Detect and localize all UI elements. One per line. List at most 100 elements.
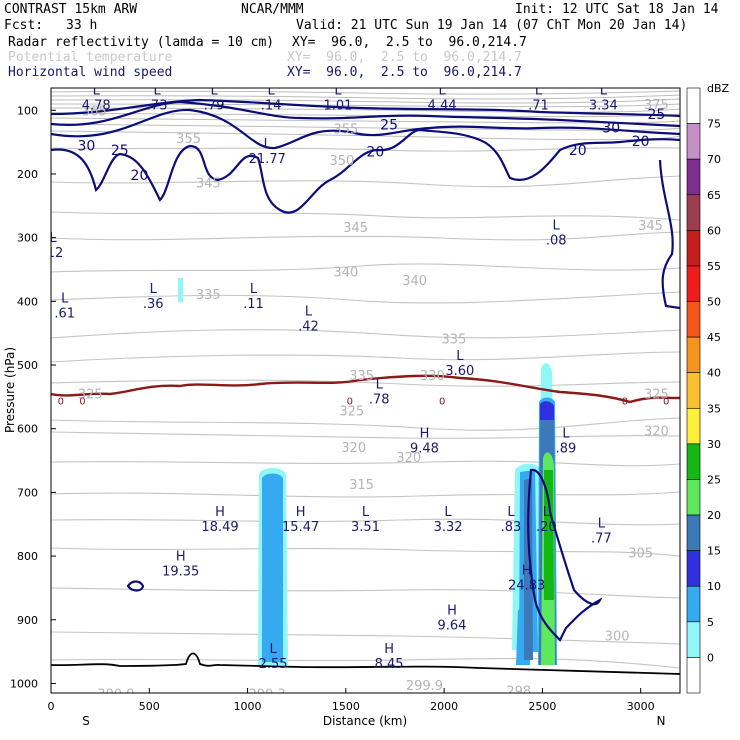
theta-label: 345: [196, 177, 221, 192]
theta-label: 320: [644, 424, 669, 439]
theta-label: 375: [644, 98, 669, 113]
freezing-level-label: 0: [347, 397, 353, 408]
freezing-level-label: 0: [79, 397, 85, 408]
colorbar-level: 50: [707, 296, 721, 309]
y-tick-label: 500: [17, 359, 38, 372]
wind-speed-label: 20: [569, 143, 587, 159]
freezing-level-label: 0: [622, 397, 628, 408]
extremum-value: .78: [369, 393, 390, 408]
colorbar-cell: [686, 194, 701, 231]
extremum-value: 21.77: [249, 152, 286, 167]
plot-frame: [50, 87, 681, 694]
theta-label: 330: [420, 369, 445, 384]
extremum-type: L: [535, 83, 543, 98]
colorbar-cell: [686, 621, 701, 658]
colorbar-level: 5: [707, 616, 714, 629]
colorbar-cell: [686, 657, 701, 694]
wind-speed-label: 25: [380, 117, 398, 133]
colorbar-level: 65: [707, 189, 721, 202]
extremum-type: L: [376, 378, 384, 393]
plot-fields: 355 355 350 345 345 345 340 340 335 335 335 330 325 3…: [43, 83, 680, 702]
colorbar-level: 75: [707, 118, 721, 131]
contour-labels: 355 355 350 345 345 345 340 340 335 335 335 330 325 3…: [43, 83, 669, 702]
extremum-value: 3.51: [351, 520, 380, 535]
forecast-label: Fcst:: [4, 18, 44, 33]
x-tick-label: 1500: [332, 700, 360, 713]
extremum-type: L: [211, 83, 219, 98]
extremum-type: L: [250, 282, 258, 297]
field3-label: Horizontal wind speed: [8, 65, 173, 80]
extremum-type: L: [444, 505, 452, 520]
extremum-type: L: [598, 516, 606, 531]
theta-label: 325: [339, 405, 364, 420]
extremum-value: .36: [143, 297, 164, 312]
extremum-value: 9.64: [438, 619, 467, 634]
extremum-value: 15.47: [282, 520, 319, 535]
theta-label: 298: [506, 685, 531, 700]
extremum-type: H: [215, 505, 225, 520]
field1-label: Radar reflectivity (lamda = 10 cm): [8, 35, 275, 50]
extremum-value: 4.78: [82, 98, 111, 113]
terrain-line: [51, 652, 680, 675]
extremum-type: L: [543, 505, 551, 520]
field3-xy: XY= 96.0, 2.5 to 96.0,214.7: [287, 65, 522, 80]
theta-label: 315: [349, 478, 374, 493]
extremum-type: L: [456, 349, 464, 364]
wind-speed-label: 25: [111, 143, 129, 159]
x-tick-label: 2500: [528, 700, 556, 713]
x-axis-label: Distance (km): [323, 714, 407, 728]
extremum-type: L: [93, 83, 101, 98]
extremum-value: .12: [43, 246, 64, 261]
x-axis-start-label: S: [82, 714, 90, 728]
extremum-value: .11: [243, 297, 264, 312]
extremum-type: L: [269, 642, 277, 657]
extremum-value: 3.34: [589, 98, 618, 113]
colorbar-cell: [686, 372, 701, 409]
wind-speed-contours: [51, 98, 680, 642]
extremum-value: .73: [147, 98, 168, 113]
wind-speed-label: 20: [366, 145, 384, 161]
model-title: CONTRAST 15km ARW: [4, 2, 138, 17]
colorbar-level: 0: [707, 651, 714, 664]
theta-label: 355: [176, 132, 201, 147]
freezing-level-label: 0: [439, 397, 445, 408]
theta-label: 299.9: [406, 679, 443, 694]
colorbar-cell: [686, 123, 701, 160]
extremum-type: L: [264, 137, 272, 152]
extremum-type: H: [176, 549, 186, 564]
x-axis-end-label: N: [657, 714, 666, 728]
theta-label: 335: [196, 288, 221, 303]
theta-label: 340: [333, 266, 358, 281]
extremum-value: .14: [261, 98, 282, 113]
colorbar-level: 10: [707, 580, 721, 593]
wind-speed-label: 20: [131, 168, 149, 184]
extremum-type: H: [384, 642, 394, 657]
extremum-type: L: [553, 218, 561, 233]
colorbar-level: 30: [707, 438, 721, 451]
theta-label: 299.3: [249, 687, 286, 702]
extremum-value: .71: [528, 98, 549, 113]
extremum-type: L: [150, 282, 158, 297]
freezing-level-label: 0: [58, 397, 64, 408]
theta-label: 355: [333, 122, 358, 137]
colorbar-cell: [686, 158, 701, 196]
theta-contours: [51, 147, 680, 669]
y-tick-label: 400: [17, 295, 38, 308]
y-tick-label: 700: [17, 486, 38, 499]
wind-speed-label: 30: [77, 138, 95, 154]
colorbar-level: 70: [707, 153, 721, 166]
extremum-value: 19.35: [162, 564, 199, 579]
extremum-value: 8.45: [375, 657, 404, 672]
colorbar-cell: [686, 407, 701, 445]
extremum-value: 18.49: [201, 520, 238, 535]
field2-label: Potential temperature: [8, 50, 173, 65]
extremum-value: 3.32: [434, 520, 463, 535]
x-tick-label: 3000: [627, 700, 655, 713]
theta-contours-upper: [51, 90, 680, 141]
theta-label: 325: [78, 387, 103, 402]
extremum-value: .79: [204, 98, 225, 113]
extremum-value: .42: [298, 319, 319, 334]
colorbar-level: 40: [707, 367, 721, 380]
colorbar-level: 55: [707, 260, 721, 273]
